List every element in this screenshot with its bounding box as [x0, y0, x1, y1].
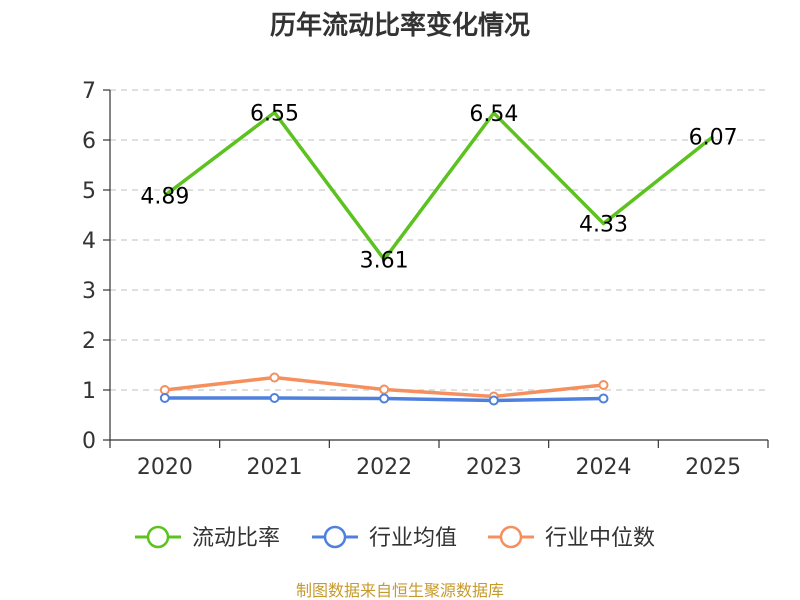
legend-label: 行业均值: [369, 526, 457, 551]
data-point: [598, 380, 609, 390]
source-note: 制图数据来自恒生聚源数据库: [296, 581, 504, 600]
data-point: [598, 393, 609, 404]
y-tick-label: 6: [82, 129, 96, 154]
x-tick-label: 2025: [685, 455, 741, 480]
x-tick-label: 2022: [356, 455, 412, 480]
axes: 0 1 2 3 4 5 6 7 2020 2021 2022 2023 2024 2025: [82, 79, 769, 480]
y-tick-label: 3: [82, 279, 96, 304]
x-tick-label: 2023: [466, 455, 522, 480]
data-label: 4.89: [140, 185, 189, 210]
data-label: 6.55: [250, 102, 299, 127]
data-label: 4.33: [579, 213, 628, 238]
data-label: 6.54: [469, 102, 518, 127]
data-point: [379, 393, 390, 404]
x-tick-label: 2024: [576, 455, 632, 480]
y-tick-label: 5: [82, 179, 96, 204]
x-tick-label: 2020: [137, 455, 193, 480]
data-point: [159, 385, 170, 395]
legend-marker: [499, 525, 523, 549]
legend-item: 行业均值: [312, 525, 457, 551]
data-label: 3.61: [360, 249, 409, 274]
y-tick-label: 7: [82, 79, 96, 104]
legend-marker: [146, 525, 170, 549]
legend-label: 行业中位数: [545, 526, 655, 551]
series-0: 4.89 6.55 3.61 6.54 4.33 6.07: [140, 102, 737, 274]
y-tick-label: 1: [82, 379, 96, 404]
x-tick-label: 2021: [247, 455, 303, 480]
data-point: [269, 393, 280, 403]
legend-label: 流动比率: [192, 526, 280, 551]
data-point: [488, 395, 499, 406]
y-tick-label: 2: [82, 329, 96, 354]
legend-marker: [323, 525, 347, 549]
legend-item: 行业中位数: [488, 525, 655, 551]
series-group: 4.89 6.55 3.61 6.54 4.33 6.07: [140, 102, 738, 406]
legend: 流动比率 行业均值 行业中位数: [135, 525, 655, 551]
series-2: [159, 372, 609, 402]
data-point: [269, 372, 280, 383]
data-point: [379, 384, 390, 395]
series-line: [163, 110, 715, 262]
series-1: [159, 393, 609, 406]
legend-item: 流动比率: [135, 525, 280, 551]
data-label: 6.07: [689, 126, 738, 151]
data-point: [159, 393, 170, 403]
y-tick-label: 0: [82, 429, 96, 454]
chart-title: 历年流动比率变化情况: [270, 10, 530, 41]
grid-lines: [110, 89, 768, 391]
y-tick-label: 4: [82, 229, 96, 254]
